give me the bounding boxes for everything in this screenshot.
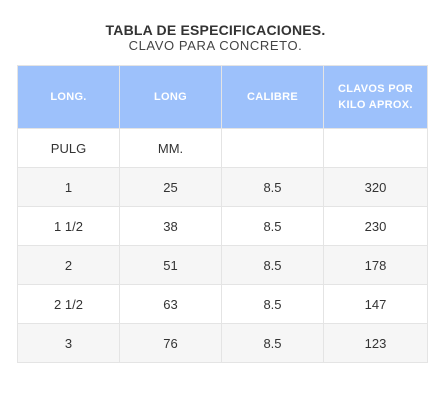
table-cell: 25 [119,167,222,207]
table-cell: 230 [323,206,428,246]
table-cell: 3 [17,323,120,363]
table-row: 2 51 8.5 178 [17,245,428,285]
table-cell: 8.5 [221,245,324,285]
table-row: 1 1/2 38 8.5 230 [17,206,428,246]
table-cell: 1 1/2 [17,206,120,246]
table-cell [221,128,324,168]
table-cell: 8.5 [221,206,324,246]
table-cell: PULG [17,128,120,168]
table-cell: 8.5 [221,167,324,207]
table-cell: 123 [323,323,428,363]
table-cell: 38 [119,206,222,246]
table-cell: 8.5 [221,323,324,363]
table-cell: 2 1/2 [17,284,120,324]
table-cell: 2 [17,245,120,285]
table-subtitle: CLAVO PARA CONCRETO. [128,38,303,53]
header-row: LONG. LONG CALIBRE CLAVOS POR KILO APROX… [17,65,428,129]
table-cell: 178 [323,245,428,285]
header-cell-nails-per-kilo: CLAVOS POR KILO APROX. [323,65,428,129]
table-row: 2 1/2 63 8.5 147 [17,284,428,324]
table-row: PULG MM. [17,128,428,168]
header-cell-length-in: LONG. [17,65,120,129]
table-cell: 1 [17,167,120,207]
table-title: TABLA DE ESPECIFICACIONES. [105,22,326,38]
header-cell-gauge: CALIBRE [221,65,324,129]
table-row: 3 76 8.5 123 [17,323,428,363]
table-cell: 51 [119,245,222,285]
header-cell-length-mm: LONG [119,65,222,129]
table-cell: MM. [119,128,222,168]
table-cell [323,128,428,168]
specifications-table: LONG. LONG CALIBRE CLAVOS POR KILO APROX… [17,65,428,363]
table-cell: 76 [119,323,222,363]
table-cell: 63 [119,284,222,324]
table-row: 1 25 8.5 320 [17,167,428,207]
table-cell: 320 [323,167,428,207]
table-cell: 147 [323,284,428,324]
table-cell: 8.5 [221,284,324,324]
